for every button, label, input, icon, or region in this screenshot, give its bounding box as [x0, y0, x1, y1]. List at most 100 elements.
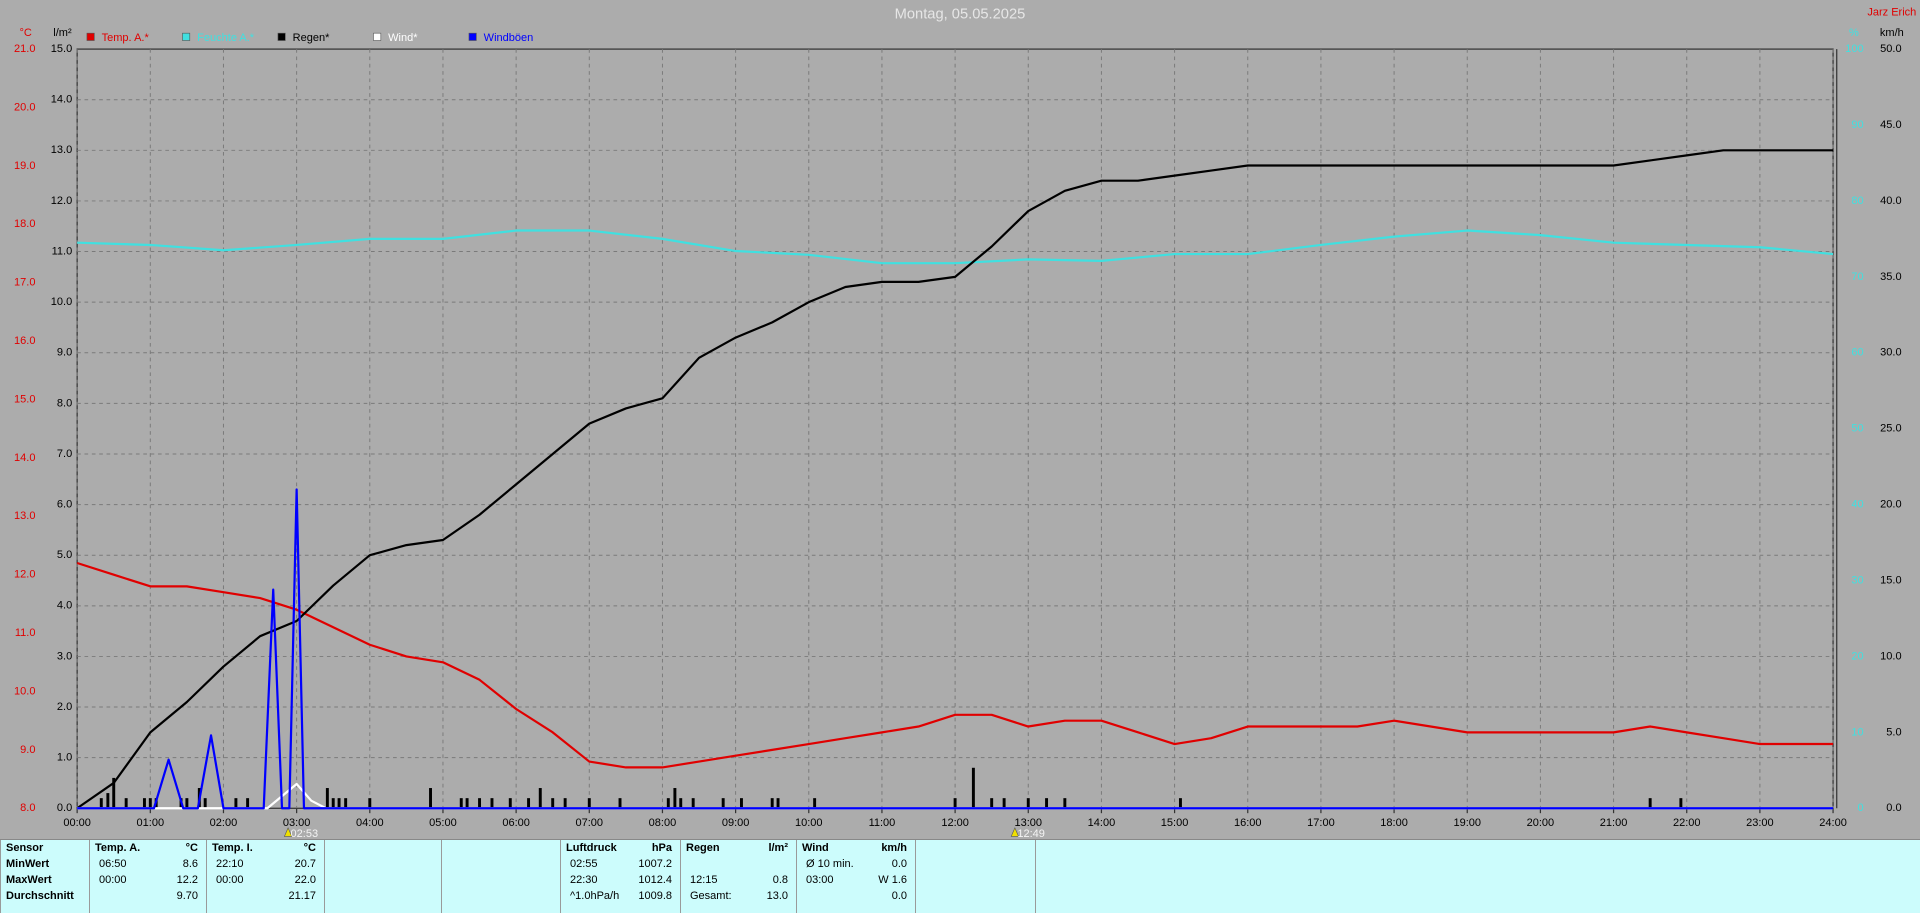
- x-tick-label: 18:00: [1380, 817, 1408, 829]
- table-cell: 22:30: [570, 874, 598, 886]
- rain-bar: [770, 798, 774, 809]
- legend-swatch: [86, 32, 95, 41]
- y-tick-label: 8.0: [57, 397, 72, 409]
- table-cell: 0.8: [772, 874, 788, 886]
- x-tick-label: 00:00: [63, 817, 91, 829]
- rain-bar: [368, 798, 372, 809]
- y-tick-label: 11.0: [52, 245, 73, 257]
- rain-bar: [344, 798, 348, 809]
- table-cell: 20.7: [294, 858, 316, 870]
- chart-title: Montag, 05.05.2025: [895, 7, 1026, 23]
- x-tick-label: 17:00: [1307, 817, 1335, 829]
- x-tick-label: 10:00: [795, 817, 823, 829]
- table-divider: [89, 840, 90, 913]
- table-cell: ^1.0hPa/h: [570, 890, 620, 902]
- y-tick-label: 5.0: [57, 549, 72, 561]
- rain-bar: [563, 798, 567, 809]
- rain-bar: [185, 798, 189, 809]
- legend-swatch: [468, 32, 477, 41]
- table-header: Luftdruck: [566, 842, 617, 854]
- table-cell: Ø 10 min.: [806, 858, 854, 870]
- x-tick-label: 06:00: [502, 817, 530, 829]
- rain-bar: [776, 798, 780, 809]
- y-tick-label: 10.0: [51, 296, 72, 308]
- table-header: Temp. A.: [95, 842, 141, 854]
- y-tick-label: 10.0: [14, 685, 35, 697]
- y-tick-label: 15.0: [1880, 574, 1901, 586]
- rain-bar: [203, 798, 207, 809]
- axis-unit-label: l/m²: [53, 27, 72, 39]
- x-tick-label: 23:00: [1746, 817, 1774, 829]
- rain-bar: [1679, 798, 1683, 809]
- y-tick-label: 2.0: [57, 701, 72, 713]
- x-tick-label: 08:00: [649, 817, 677, 829]
- y-tick-label: 0.0: [1886, 802, 1901, 814]
- y-tick-label: 4.0: [57, 600, 72, 612]
- chart: Montag, 05.05.2025 Jarz Erich 00:00 01:00…: [0, 0, 1920, 839]
- table-cell: 22:10: [216, 858, 244, 870]
- y-tick-label: 19.0: [14, 160, 35, 172]
- y-tick-label: 6.0: [57, 499, 72, 511]
- rain-bar: [337, 798, 341, 809]
- y-tick-label: 17.0: [14, 277, 35, 289]
- y-tick-label: 45.0: [1880, 119, 1901, 131]
- y-tick-label: 25.0: [1880, 423, 1901, 435]
- x-tick-label: 07:00: [575, 817, 603, 829]
- y-tick-label: 16.0: [14, 335, 35, 347]
- y-tick-label: 0: [1858, 802, 1864, 814]
- y-tick-label: 40: [1851, 499, 1863, 511]
- rain-bar: [112, 777, 116, 809]
- y-tick-label: 30: [1851, 574, 1863, 586]
- rain-bar: [618, 798, 622, 809]
- y-tick-label: 50.0: [1880, 43, 1901, 55]
- rain-bar: [527, 798, 531, 809]
- rain-bar: [429, 788, 432, 809]
- annotation-label: 02:53: [291, 828, 319, 839]
- table-cell: 00:00: [99, 874, 127, 886]
- data-line: [76, 561, 1834, 769]
- legend-label: Wind*: [388, 32, 418, 44]
- y-tick-label: 7.0: [57, 448, 72, 460]
- data-line: [76, 149, 1834, 810]
- table-header: km/h: [881, 842, 907, 854]
- table-divider: [0, 840, 1, 913]
- legend-label: Temp. A.*: [102, 32, 150, 44]
- y-tick-label: 15.0: [14, 393, 35, 405]
- y-tick-label: 10: [1851, 726, 1863, 738]
- y-tick-label: 20.0: [14, 101, 35, 113]
- rain-bar: [124, 798, 128, 809]
- rain-bar: [1648, 798, 1652, 809]
- x-tick-label: 12:00: [941, 817, 969, 829]
- author: Jarz Erich: [1867, 6, 1916, 18]
- rain-bar: [142, 798, 146, 809]
- table-divider: [915, 840, 916, 913]
- data-line: [77, 229, 1834, 265]
- table-cell: W 1.6: [878, 874, 907, 886]
- y-tick-label: 60: [1851, 347, 1863, 359]
- rain-bar: [99, 798, 103, 809]
- data-line: [77, 488, 1834, 810]
- y-tick-label: 9.0: [57, 347, 72, 359]
- rain-bar: [990, 798, 994, 809]
- y-tick-label: 14.0: [14, 452, 35, 464]
- legend-swatch: [182, 32, 191, 41]
- rain-bar: [587, 798, 591, 809]
- x-tick-label: 13:00: [1014, 817, 1042, 829]
- y-tick-label: 90: [1851, 119, 1863, 131]
- x-tick-label: 05:00: [429, 817, 457, 829]
- annotation-icon: [1010, 827, 1020, 837]
- rain-bar: [234, 798, 238, 809]
- rain-bar: [538, 788, 542, 809]
- chart-background: [0, 0, 1920, 839]
- rain-bar: [813, 798, 817, 809]
- table-header: °C: [303, 842, 316, 854]
- table-cell: 13.0: [766, 890, 788, 902]
- legend-label: Regen*: [293, 32, 330, 44]
- y-tick-label: 12.0: [14, 569, 35, 581]
- table-cell: 9.70: [176, 890, 198, 902]
- y-tick-label: 9.0: [20, 744, 35, 756]
- table-row-label: MinWert: [6, 858, 50, 870]
- y-tick-label: 30.0: [1880, 347, 1901, 359]
- y-tick-label: 11.0: [15, 627, 36, 639]
- table-cell: 8.6: [182, 858, 198, 870]
